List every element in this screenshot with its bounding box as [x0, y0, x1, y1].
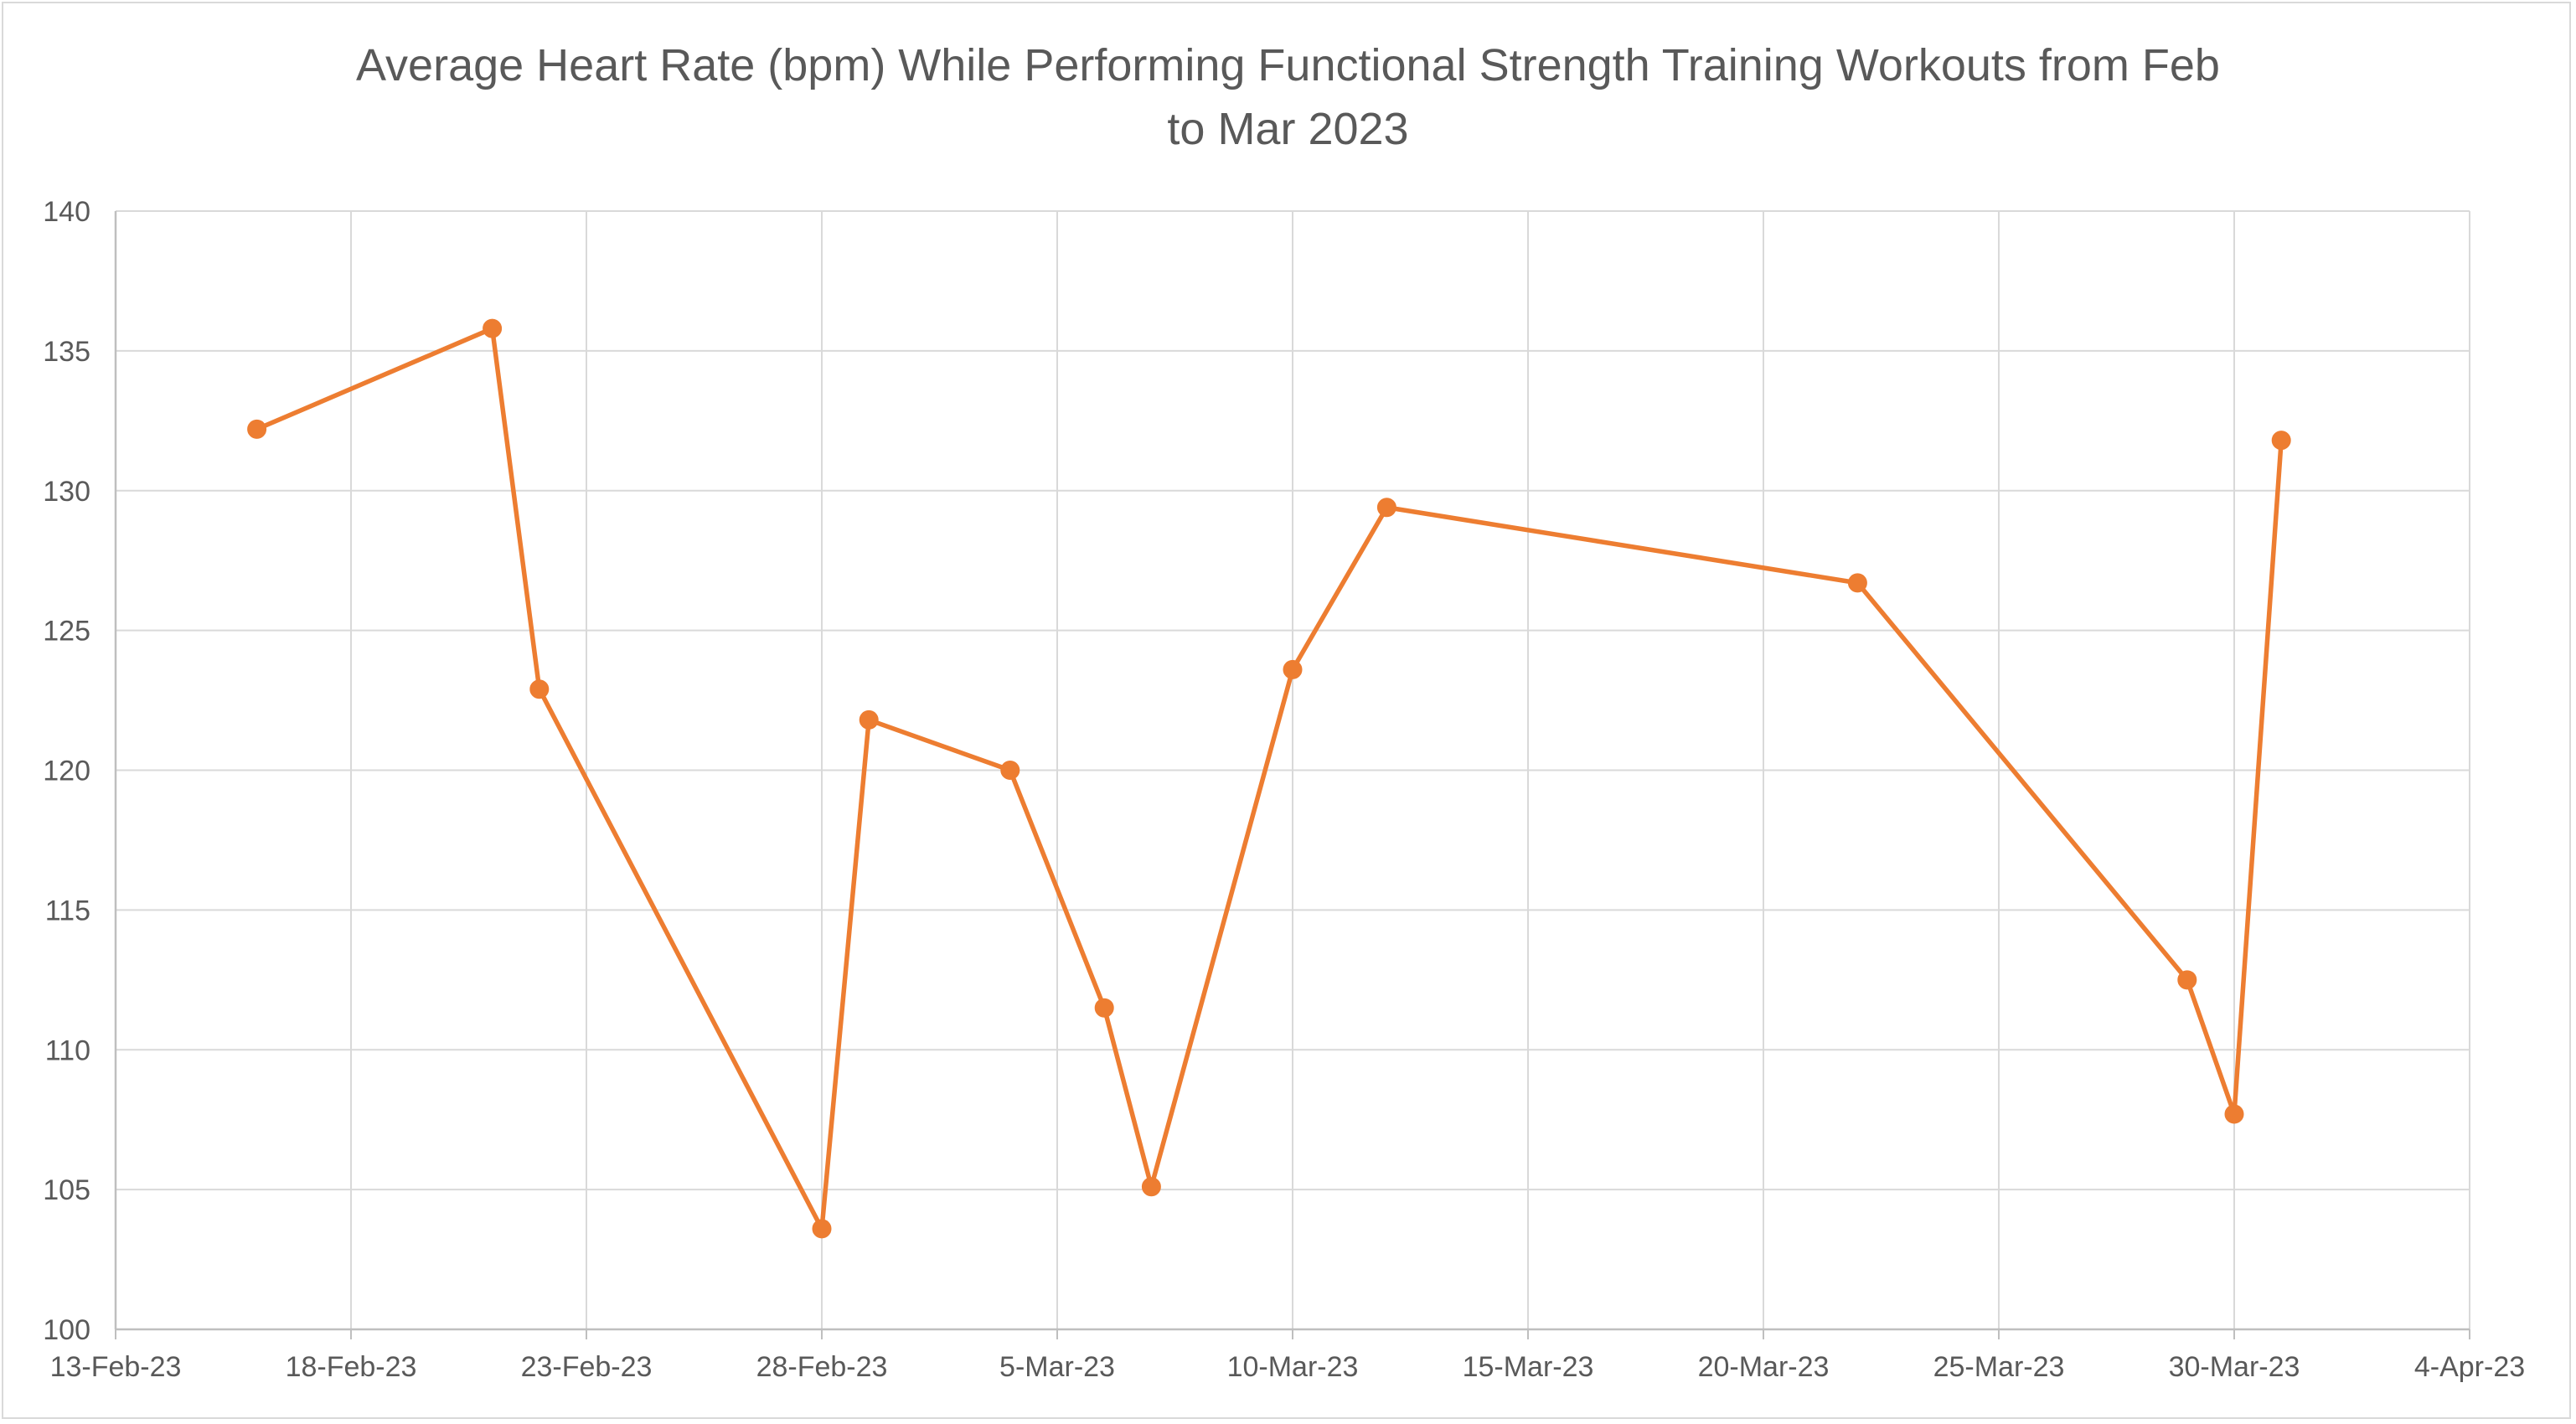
y-tick-label: 110: [45, 1034, 90, 1066]
y-tick-label: 130: [43, 476, 90, 508]
data-point: [2271, 431, 2291, 451]
data-point: [1283, 659, 1303, 679]
series-layer: [247, 318, 2291, 1239]
data-point: [1847, 573, 1867, 593]
x-tick-label: 23-Feb-23: [521, 1351, 653, 1383]
x-tick-label: 28-Feb-23: [756, 1351, 888, 1383]
y-tick-label: 120: [43, 756, 90, 787]
x-tick-label: 30-Mar-23: [2169, 1351, 2300, 1383]
data-point: [1376, 498, 1396, 518]
y-tick-label: 105: [43, 1174, 90, 1206]
data-point: [247, 419, 267, 439]
y-tick-label: 115: [45, 895, 90, 926]
y-tick-label: 140: [43, 196, 90, 228]
x-tick-label: 18-Feb-23: [286, 1351, 417, 1383]
series-line: [256, 326, 2284, 1231]
label-layer: 100 105 110 115 120 125 130 135 140 13-Feb-23 18-F…: [43, 196, 2525, 1383]
x-tick-label: 13-Feb-23: [50, 1351, 182, 1383]
x-tick-label: 15-Mar-23: [1463, 1351, 1594, 1383]
y-tick-label: 125: [43, 616, 90, 648]
data-point: [859, 709, 879, 730]
x-tick-label: 10-Mar-23: [1227, 1351, 1359, 1383]
x-tick-label: 20-Mar-23: [1698, 1351, 1830, 1383]
x-tick-label: 25-Mar-23: [1933, 1351, 2065, 1383]
axis-layer: [114, 211, 2470, 1339]
chart-title: Average Heart Rate (bpm) While Performin…: [0, 34, 2576, 161]
data-point: [1141, 1177, 1161, 1197]
chart-title-line-2: to Mar 2023: [1167, 104, 1409, 154]
data-point: [2177, 970, 2197, 990]
y-tick-label: 100: [43, 1314, 90, 1346]
data-point: [529, 679, 550, 699]
grid-layer: [115, 210, 2470, 1330]
data-point: [1094, 998, 1114, 1018]
x-tick-label: 5-Mar-23: [999, 1351, 1115, 1383]
data-point: [812, 1219, 832, 1239]
x-tick-label: 4-Apr-23: [2414, 1351, 2525, 1383]
data-point: [483, 318, 503, 338]
data-point: [1000, 761, 1020, 780]
y-tick-label: 135: [43, 336, 90, 368]
data-point: [2224, 1104, 2244, 1124]
chart-title-line-1: Average Heart Rate (bpm) While Performin…: [356, 40, 2220, 90]
